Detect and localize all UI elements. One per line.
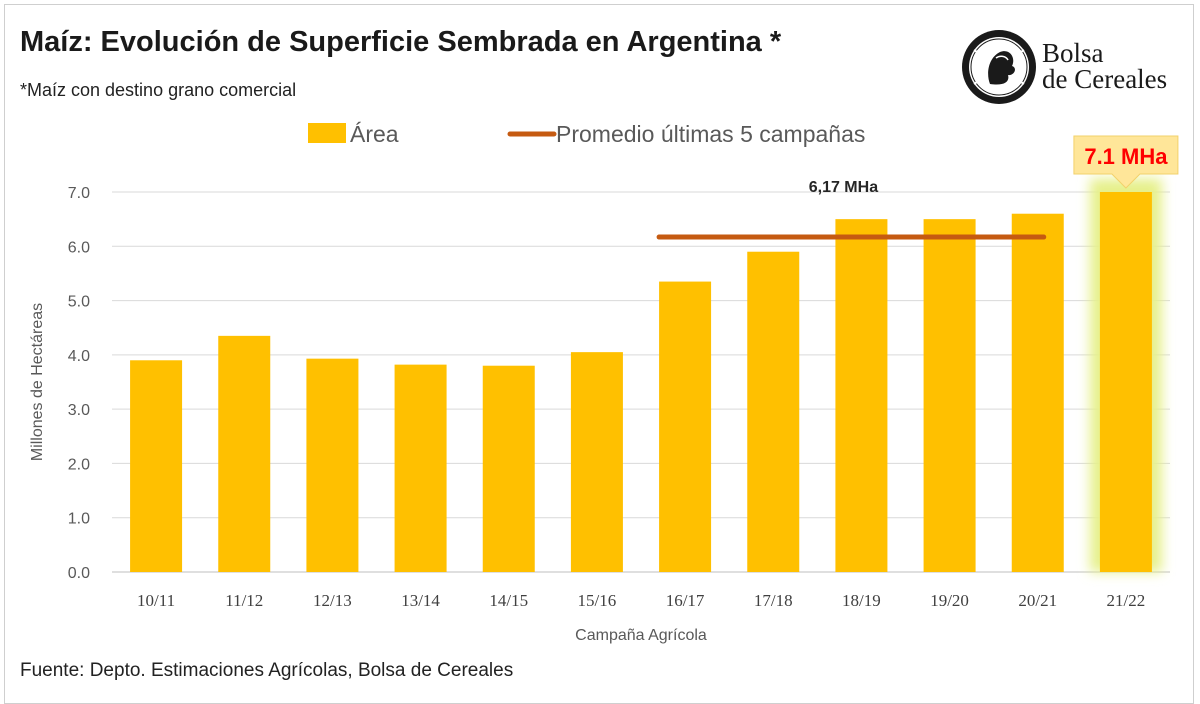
bar: [659, 281, 712, 572]
y-tick-label: 5.0: [68, 294, 90, 311]
y-tick-label: 2.0: [68, 456, 90, 473]
logo-line-2: de Cereales: [1042, 64, 1168, 94]
logo-line-1: Bolsa: [1042, 38, 1104, 68]
bar: [835, 219, 888, 572]
bar: [923, 219, 976, 572]
x-tick-label: 10/11: [137, 591, 175, 610]
x-tick-label: 19/20: [930, 591, 969, 610]
x-tick-label: 11/12: [225, 591, 263, 610]
bolsa-de-cereales-logo: Bolsa de Cereales: [960, 28, 1190, 108]
bar: [1099, 192, 1152, 572]
page-title: Maíz: Evolución de Superficie Sembrada e…: [20, 26, 782, 58]
bar: [130, 360, 183, 572]
average-label: 6,17 MHa: [809, 179, 878, 196]
seal-icon: [962, 30, 1036, 104]
x-tick-label: 14/15: [489, 591, 528, 610]
logo-wordmark: Bolsa de Cereales: [1042, 38, 1168, 94]
x-tick-label: 12/13: [313, 591, 352, 610]
x-tick-label: 16/17: [666, 591, 705, 610]
legend-swatch-area: [308, 123, 346, 143]
legend-label-average: Promedio últimas 5 campañas: [556, 121, 865, 147]
legend-label-area: Área: [350, 121, 399, 147]
source-footnote: Fuente: Depto. Estimaciones Agrícolas, B…: [20, 660, 514, 681]
x-tick-label: 20/21: [1018, 591, 1057, 610]
y-tick-label: 6.0: [68, 239, 90, 256]
bar: [306, 358, 359, 572]
chart-subtitle: *Maíz con destino grano comercial: [20, 80, 297, 100]
y-axis-title: Millones de Hectáreas: [29, 303, 46, 461]
y-tick-label: 3.0: [68, 402, 90, 419]
highlight-callout-label: 7.1 MHa: [1084, 144, 1168, 169]
x-tick-label: 18/19: [842, 591, 881, 610]
highlight-callout: [1073, 135, 1179, 189]
x-tick-label: 15/16: [578, 591, 617, 610]
y-tick-label: 1.0: [68, 511, 90, 528]
y-tick-label: 7.0: [68, 185, 90, 202]
bar: [570, 352, 623, 572]
bar: [482, 365, 535, 572]
bar: [1011, 213, 1064, 572]
y-tick-label: 0.0: [68, 565, 90, 582]
bar: [747, 251, 800, 572]
x-tick-label: 21/22: [1107, 591, 1146, 610]
y-tick-label: 4.0: [68, 348, 90, 365]
bar: [394, 364, 447, 572]
bar: [218, 335, 271, 572]
x-tick-label: 13/14: [401, 591, 440, 610]
x-axis-title: Campaña Agrícola: [575, 627, 707, 644]
x-tick-label: 17/18: [754, 591, 793, 610]
bar-chart: 0.0 1.0 2.0 3.0 4.0 5.0 6.0 7.0 10/11 11/12 12/13 1…: [29, 121, 1179, 644]
